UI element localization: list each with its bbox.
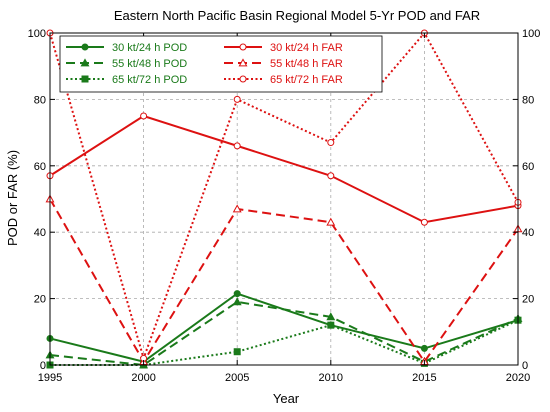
series-1 — [46, 290, 522, 366]
data-point — [232, 204, 242, 213]
y-tick-label-left: 100 — [28, 28, 46, 40]
legend-marker — [81, 75, 89, 83]
series-line — [49, 292, 519, 363]
y-tick-label-left: 80 — [34, 94, 46, 106]
x-tick-label: 2020 — [506, 372, 530, 384]
y-tick-label-left: 60 — [34, 161, 46, 173]
data-point — [327, 321, 335, 329]
data-point — [326, 217, 336, 226]
x-tick-label: 2015 — [412, 372, 436, 384]
data-point — [232, 297, 242, 306]
data-point — [327, 139, 335, 147]
legend-marker — [239, 43, 247, 51]
data-point — [420, 344, 428, 352]
legend-marker — [238, 58, 248, 67]
x-tick-label: 2010 — [319, 372, 343, 384]
plot-frame — [49, 32, 519, 366]
legend-label: 30 kt/24 h FAR — [270, 42, 343, 54]
legend-label: 55 kt/48 h POD — [112, 58, 187, 70]
data-point — [233, 142, 241, 150]
legend-label: 55 kt/48 h FAR — [270, 58, 343, 70]
y-tick-label-right: 0 — [522, 360, 528, 372]
legend-label: 30 kt/24 h POD — [112, 42, 187, 54]
y-tick-label-right: 60 — [522, 161, 534, 173]
y-tick-label-right: 80 — [522, 94, 534, 106]
series-line — [49, 300, 519, 367]
legend-box — [59, 35, 383, 93]
data-point — [233, 95, 241, 103]
series-line — [49, 198, 519, 364]
legend-marker — [80, 58, 90, 67]
x-axis-label: Year — [273, 391, 300, 406]
y-tick-label-right: 100 — [522, 28, 540, 40]
data-point — [420, 218, 428, 226]
x-tick-label: 1995 — [38, 372, 62, 384]
series-2 — [45, 297, 523, 369]
x-tick-label: 2000 — [131, 372, 155, 384]
series-line — [49, 114, 519, 224]
y-tick-label-left: 20 — [34, 294, 46, 306]
y-axis-label: POD or FAR (%) — [5, 150, 20, 246]
y-tick-label-right: 20 — [522, 294, 534, 306]
grid — [50, 33, 518, 365]
y-tick-label-right: 40 — [522, 227, 534, 239]
legend-label: 65 kt/72 h FAR — [270, 74, 343, 86]
legend-marker — [81, 43, 89, 51]
data-point — [327, 172, 335, 180]
legend-marker — [239, 75, 247, 83]
chart-title: Eastern North Pacific Basin Regional Mod… — [114, 8, 480, 23]
legend-label: 65 kt/72 h POD — [112, 74, 187, 86]
data-point — [233, 348, 241, 356]
data-point — [233, 290, 241, 298]
x-tick-label: 2005 — [225, 372, 249, 384]
data-point — [326, 312, 336, 321]
series-line — [50, 319, 519, 366]
y-tick-label-left: 40 — [34, 227, 46, 239]
legend: 30 kt/24 h POD 55 kt/48 h POD 65 kt/72 h P… — [59, 35, 383, 93]
series-4 — [46, 112, 522, 226]
data-point — [140, 112, 148, 120]
series-5 — [45, 194, 523, 366]
y-tick-label-left: 0 — [40, 360, 46, 372]
